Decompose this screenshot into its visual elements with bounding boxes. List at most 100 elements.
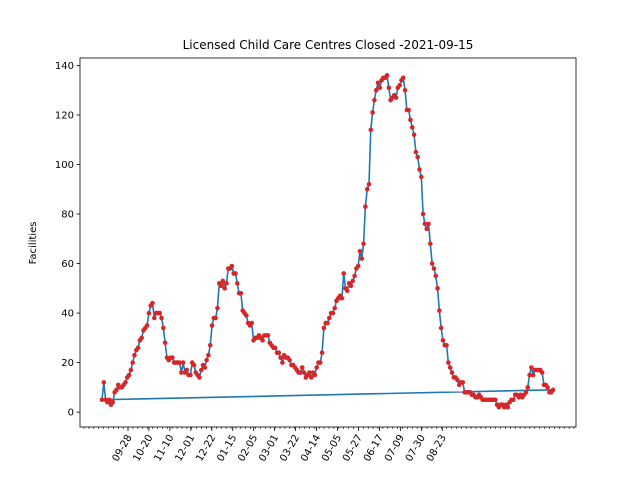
y-tick-label: 100 bbox=[55, 160, 74, 171]
data-point bbox=[363, 204, 368, 209]
data-point bbox=[180, 360, 186, 365]
data-point bbox=[359, 256, 365, 261]
data-point bbox=[132, 352, 137, 358]
data-point bbox=[420, 211, 426, 217]
data-point bbox=[545, 385, 550, 390]
y-axis-label: Facilities bbox=[28, 222, 39, 265]
data-point bbox=[419, 174, 424, 180]
data-point bbox=[386, 85, 392, 91]
data-point bbox=[408, 117, 413, 123]
data-point bbox=[428, 241, 433, 247]
data-point bbox=[527, 372, 532, 378]
data-point bbox=[341, 271, 347, 276]
data-point bbox=[393, 95, 399, 100]
data-point bbox=[278, 355, 283, 360]
y-tick-label: 120 bbox=[55, 110, 74, 121]
data-point bbox=[415, 154, 421, 160]
data-point bbox=[114, 387, 119, 393]
data-point bbox=[197, 375, 202, 380]
data-point bbox=[170, 355, 175, 360]
data-point bbox=[191, 362, 197, 368]
data-point bbox=[276, 350, 282, 356]
data-point bbox=[402, 87, 408, 93]
data-point bbox=[162, 340, 168, 346]
data-point bbox=[308, 375, 314, 380]
chart-title: Licensed Child Care Centres Closed -2021… bbox=[183, 38, 474, 52]
data-point bbox=[511, 397, 516, 403]
data-point bbox=[135, 345, 141, 351]
data-point bbox=[348, 283, 354, 289]
data-point bbox=[233, 271, 238, 276]
data-point bbox=[437, 308, 442, 313]
data-point bbox=[433, 273, 439, 279]
data-point bbox=[218, 283, 224, 289]
data-point bbox=[207, 342, 213, 348]
data-point bbox=[299, 365, 305, 370]
data-point bbox=[272, 345, 278, 351]
data-point bbox=[529, 365, 534, 370]
data-point bbox=[110, 399, 116, 405]
data-point bbox=[431, 266, 437, 271]
data-point bbox=[99, 397, 105, 403]
data-point bbox=[224, 281, 229, 286]
data-point bbox=[406, 107, 411, 113]
data-point bbox=[179, 370, 184, 375]
y-axis: 0 20 40 60 80 100 120 140 bbox=[55, 61, 80, 419]
data-point bbox=[372, 97, 377, 103]
data-point bbox=[177, 360, 182, 365]
data-point bbox=[523, 390, 529, 395]
data-point bbox=[357, 248, 363, 254]
data-point bbox=[422, 221, 428, 227]
data-point bbox=[417, 167, 422, 172]
data-point bbox=[460, 380, 466, 385]
data-point bbox=[449, 370, 455, 375]
data-point bbox=[215, 305, 220, 311]
data-point bbox=[307, 370, 312, 375]
data-point bbox=[550, 387, 556, 393]
data-point bbox=[249, 320, 255, 326]
data-point bbox=[188, 372, 193, 378]
data-point bbox=[184, 367, 190, 373]
data-point bbox=[438, 325, 444, 331]
data-point bbox=[505, 404, 511, 410]
data-point bbox=[444, 342, 449, 348]
data-point bbox=[209, 323, 215, 328]
data-point bbox=[298, 370, 303, 375]
data-point bbox=[345, 288, 350, 294]
data-point bbox=[130, 360, 135, 365]
plot-area bbox=[99, 73, 556, 410]
data-point bbox=[123, 380, 128, 385]
data-point bbox=[339, 295, 345, 301]
data-point bbox=[206, 352, 211, 358]
data-point bbox=[150, 300, 155, 306]
data-point bbox=[198, 367, 204, 373]
data-point bbox=[301, 370, 307, 375]
data-point bbox=[126, 372, 132, 378]
data-point bbox=[530, 372, 536, 378]
data-point bbox=[321, 325, 327, 331]
data-point bbox=[377, 85, 383, 91]
data-point bbox=[411, 132, 417, 138]
data-point bbox=[144, 323, 150, 328]
y-tick-label: 140 bbox=[55, 61, 74, 72]
data-point bbox=[229, 263, 235, 269]
data-point bbox=[435, 286, 440, 291]
data-point bbox=[355, 263, 361, 269]
data-point bbox=[265, 333, 271, 338]
data-point bbox=[128, 367, 134, 373]
y-tick-label: 0 bbox=[68, 408, 74, 419]
y-tick-label: 40 bbox=[61, 309, 74, 320]
y-tick-label: 60 bbox=[61, 259, 74, 270]
plot-frame bbox=[79, 57, 577, 428]
data-point bbox=[220, 278, 226, 284]
data-point bbox=[325, 320, 330, 326]
data-point bbox=[312, 372, 318, 378]
data-point bbox=[327, 315, 332, 321]
data-point bbox=[314, 365, 319, 370]
data-point bbox=[287, 357, 292, 363]
data-point bbox=[146, 310, 152, 316]
data-point bbox=[352, 273, 357, 279]
data-point bbox=[424, 226, 430, 232]
